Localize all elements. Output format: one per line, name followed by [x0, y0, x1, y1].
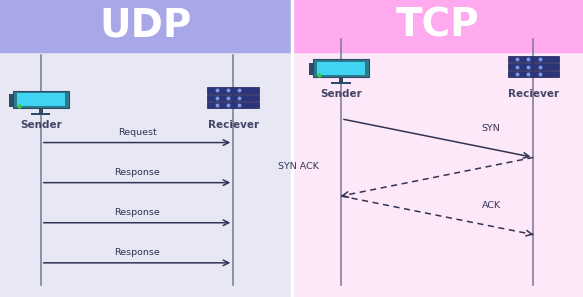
- Text: Request: Request: [118, 128, 156, 137]
- Bar: [38, 108, 43, 113]
- Text: Sender: Sender: [20, 120, 62, 130]
- Bar: [0, 0, 292, 52]
- Bar: [208, 87, 259, 94]
- Text: TCP: TCP: [395, 7, 479, 45]
- Bar: [13, 91, 69, 108]
- Bar: [508, 63, 559, 70]
- Text: Sender: Sender: [320, 89, 362, 99]
- Text: Response: Response: [114, 208, 160, 217]
- Text: ACK: ACK: [482, 201, 501, 210]
- Bar: [17, 93, 65, 106]
- Bar: [9, 94, 13, 107]
- Bar: [339, 77, 343, 82]
- Bar: [292, 0, 583, 52]
- Bar: [508, 56, 559, 62]
- Bar: [508, 71, 559, 77]
- Bar: [309, 63, 313, 75]
- Bar: [208, 94, 259, 101]
- Text: Reciever: Reciever: [508, 89, 559, 99]
- Bar: [208, 102, 259, 108]
- Text: Response: Response: [114, 249, 160, 257]
- Bar: [31, 113, 51, 115]
- Text: Reciever: Reciever: [208, 120, 259, 130]
- Bar: [331, 82, 351, 84]
- Bar: [0, 52, 292, 297]
- Bar: [313, 59, 369, 77]
- Text: SYN: SYN: [482, 124, 500, 133]
- Text: SYN ACK: SYN ACK: [278, 162, 319, 171]
- Bar: [292, 52, 583, 297]
- Text: UDP: UDP: [100, 7, 192, 45]
- Text: Response: Response: [114, 168, 160, 177]
- Bar: [317, 61, 365, 75]
